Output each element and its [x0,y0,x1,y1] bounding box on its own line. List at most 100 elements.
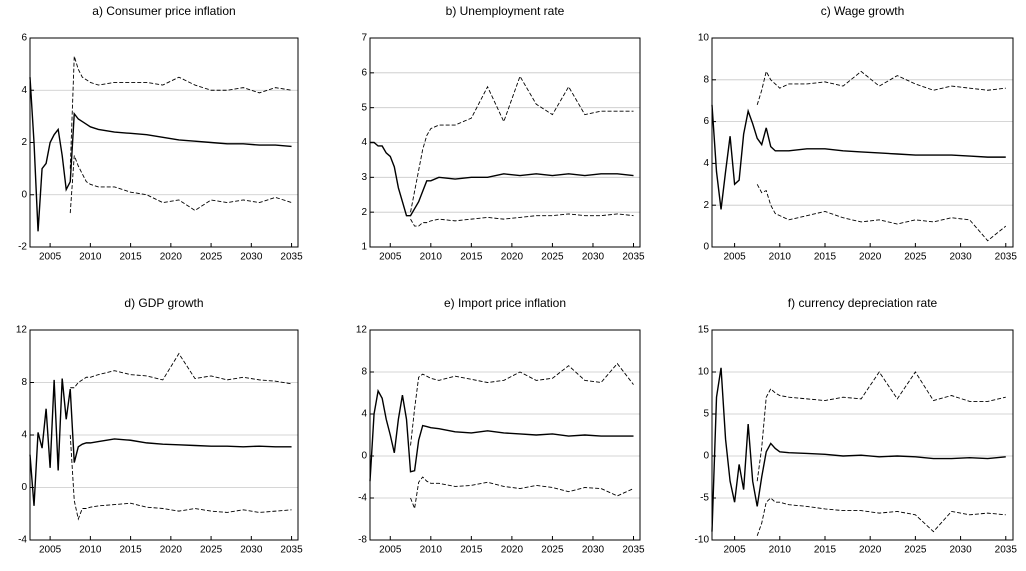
x-tick-label: 2010 [79,252,102,263]
x-tick-label: 2020 [160,252,183,263]
y-tick-label: -4 [18,535,27,546]
y-tick-label: 8 [361,367,367,378]
x-tick-label: 2020 [859,545,882,556]
y-tick-label: -10 [695,535,710,546]
x-tick-label: 2015 [119,545,142,556]
series-line [410,362,634,446]
x-tick-label: 2005 [39,252,62,263]
y-tick-label: 2 [361,207,367,218]
x-tick-label: 2035 [622,252,645,263]
y-tick-label: -8 [358,535,367,546]
panel-title: f) currency depreciation rate [788,296,938,310]
series-line [370,141,634,217]
x-tick-label: 2010 [769,252,792,263]
x-tick-label: 2010 [420,252,443,263]
y-tick-label: 6 [361,67,367,78]
y-tick-label: 6 [21,33,27,44]
y-tick-label: 15 [698,325,710,336]
plot-frame [711,329,1014,541]
x-tick-label: 2015 [814,545,837,556]
y-tick-label: 2 [703,200,709,211]
x-tick-label: 2010 [769,545,792,556]
series-line [70,352,292,389]
x-tick-label: 2020 [501,545,524,556]
series-line [711,367,1006,532]
x-tick-label: 2035 [622,545,645,556]
x-tick-label: 2010 [79,545,102,556]
x-tick-label: 2025 [541,545,564,556]
y-tick-label: 10 [698,367,710,378]
y-tick-label: 10 [698,33,710,44]
panel-title: d) GDP growth [124,296,203,310]
y-tick-label: 5 [361,102,367,113]
panel: b) Unemployment rate 1 2 3 4 5 6 7 2005 2010 2015 2… [361,4,645,262]
series-line [69,56,292,169]
y-tick-label: 7 [361,33,367,44]
series-line [369,388,634,482]
plot-frame [711,37,1014,248]
panel-title: e) Import price inflation [444,296,566,310]
x-tick-label: 2020 [859,252,882,263]
x-tick-label: 2015 [119,252,142,263]
x-tick-label: 2015 [460,545,483,556]
y-tick-label: 0 [703,451,709,462]
series-line [756,70,1006,106]
y-tick-label: 5 [703,409,709,420]
panel-title: a) Consumer price inflation [92,4,235,18]
y-tick-label: 4 [703,158,709,169]
x-tick-label: 2020 [160,545,183,556]
x-tick-label: 2005 [379,545,402,556]
series-line [756,497,1006,536]
panel: f) currency depreciation rate -10 -5 0 5 10 15… [695,296,1018,555]
y-tick-label: 8 [21,377,27,388]
y-tick-label: -5 [700,493,709,504]
x-tick-label: 2005 [723,252,746,263]
y-tick-label: 4 [361,137,367,148]
y-tick-label: 2 [21,137,27,148]
x-tick-label: 2020 [501,252,524,263]
y-tick-label: 12 [16,325,28,336]
series-line [69,155,292,214]
plot-frame [369,329,641,541]
series-line [29,378,292,506]
y-tick-label: 0 [21,189,27,200]
series-line [410,75,634,213]
y-tick-label: 6 [703,116,709,127]
x-tick-label: 2005 [39,545,62,556]
panel-title: c) Wage growth [821,4,905,18]
x-tick-label: 2015 [460,252,483,263]
y-tick-label: 1 [361,242,367,253]
x-tick-label: 2030 [240,252,263,263]
x-tick-label: 2025 [541,252,564,263]
y-tick-label: 0 [21,482,27,493]
panel: e) Import price inflation -8 -4 0 4 8 12 2005 20… [356,296,645,555]
y-tick-label: 0 [361,451,367,462]
y-tick-label: 4 [21,85,27,96]
series-line [711,104,1006,210]
series-line [410,476,634,511]
series-line [69,434,292,521]
x-tick-label: 2035 [995,545,1018,556]
x-tick-label: 2030 [582,545,605,556]
x-tick-label: 2010 [420,545,443,556]
panel: d) GDP growth -4 0 4 8 12 2005 2010 2015 2020 2025… [16,296,303,555]
y-tick-label: 4 [361,409,367,420]
plot-frame [29,37,299,248]
x-tick-label: 2025 [200,252,223,263]
y-tick-label: 12 [356,325,368,336]
x-tick-label: 2030 [949,252,972,263]
x-tick-label: 2015 [814,252,837,263]
x-tick-label: 2005 [379,252,402,263]
x-tick-label: 2035 [280,252,303,263]
series-line [756,371,1006,482]
x-tick-label: 2025 [904,252,927,263]
x-tick-label: 2030 [949,545,972,556]
x-tick-label: 2030 [582,252,605,263]
y-tick-label: 3 [361,172,367,183]
panel: c) Wage growth 0 2 4 6 8 10 2005 2010 2015 2020 202… [698,4,1017,262]
x-tick-label: 2005 [723,545,746,556]
series-line [756,184,1007,242]
x-tick-label: 2035 [280,545,303,556]
